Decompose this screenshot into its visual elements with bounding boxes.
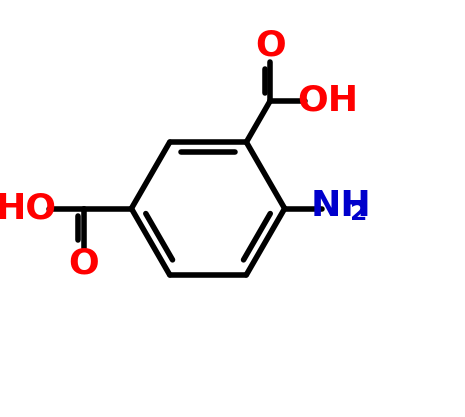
Text: 2: 2: [350, 201, 367, 226]
Text: O: O: [255, 29, 286, 63]
Text: OH: OH: [298, 84, 359, 118]
Text: NH: NH: [310, 189, 371, 224]
Text: O: O: [68, 246, 99, 281]
Text: HO: HO: [0, 191, 56, 226]
